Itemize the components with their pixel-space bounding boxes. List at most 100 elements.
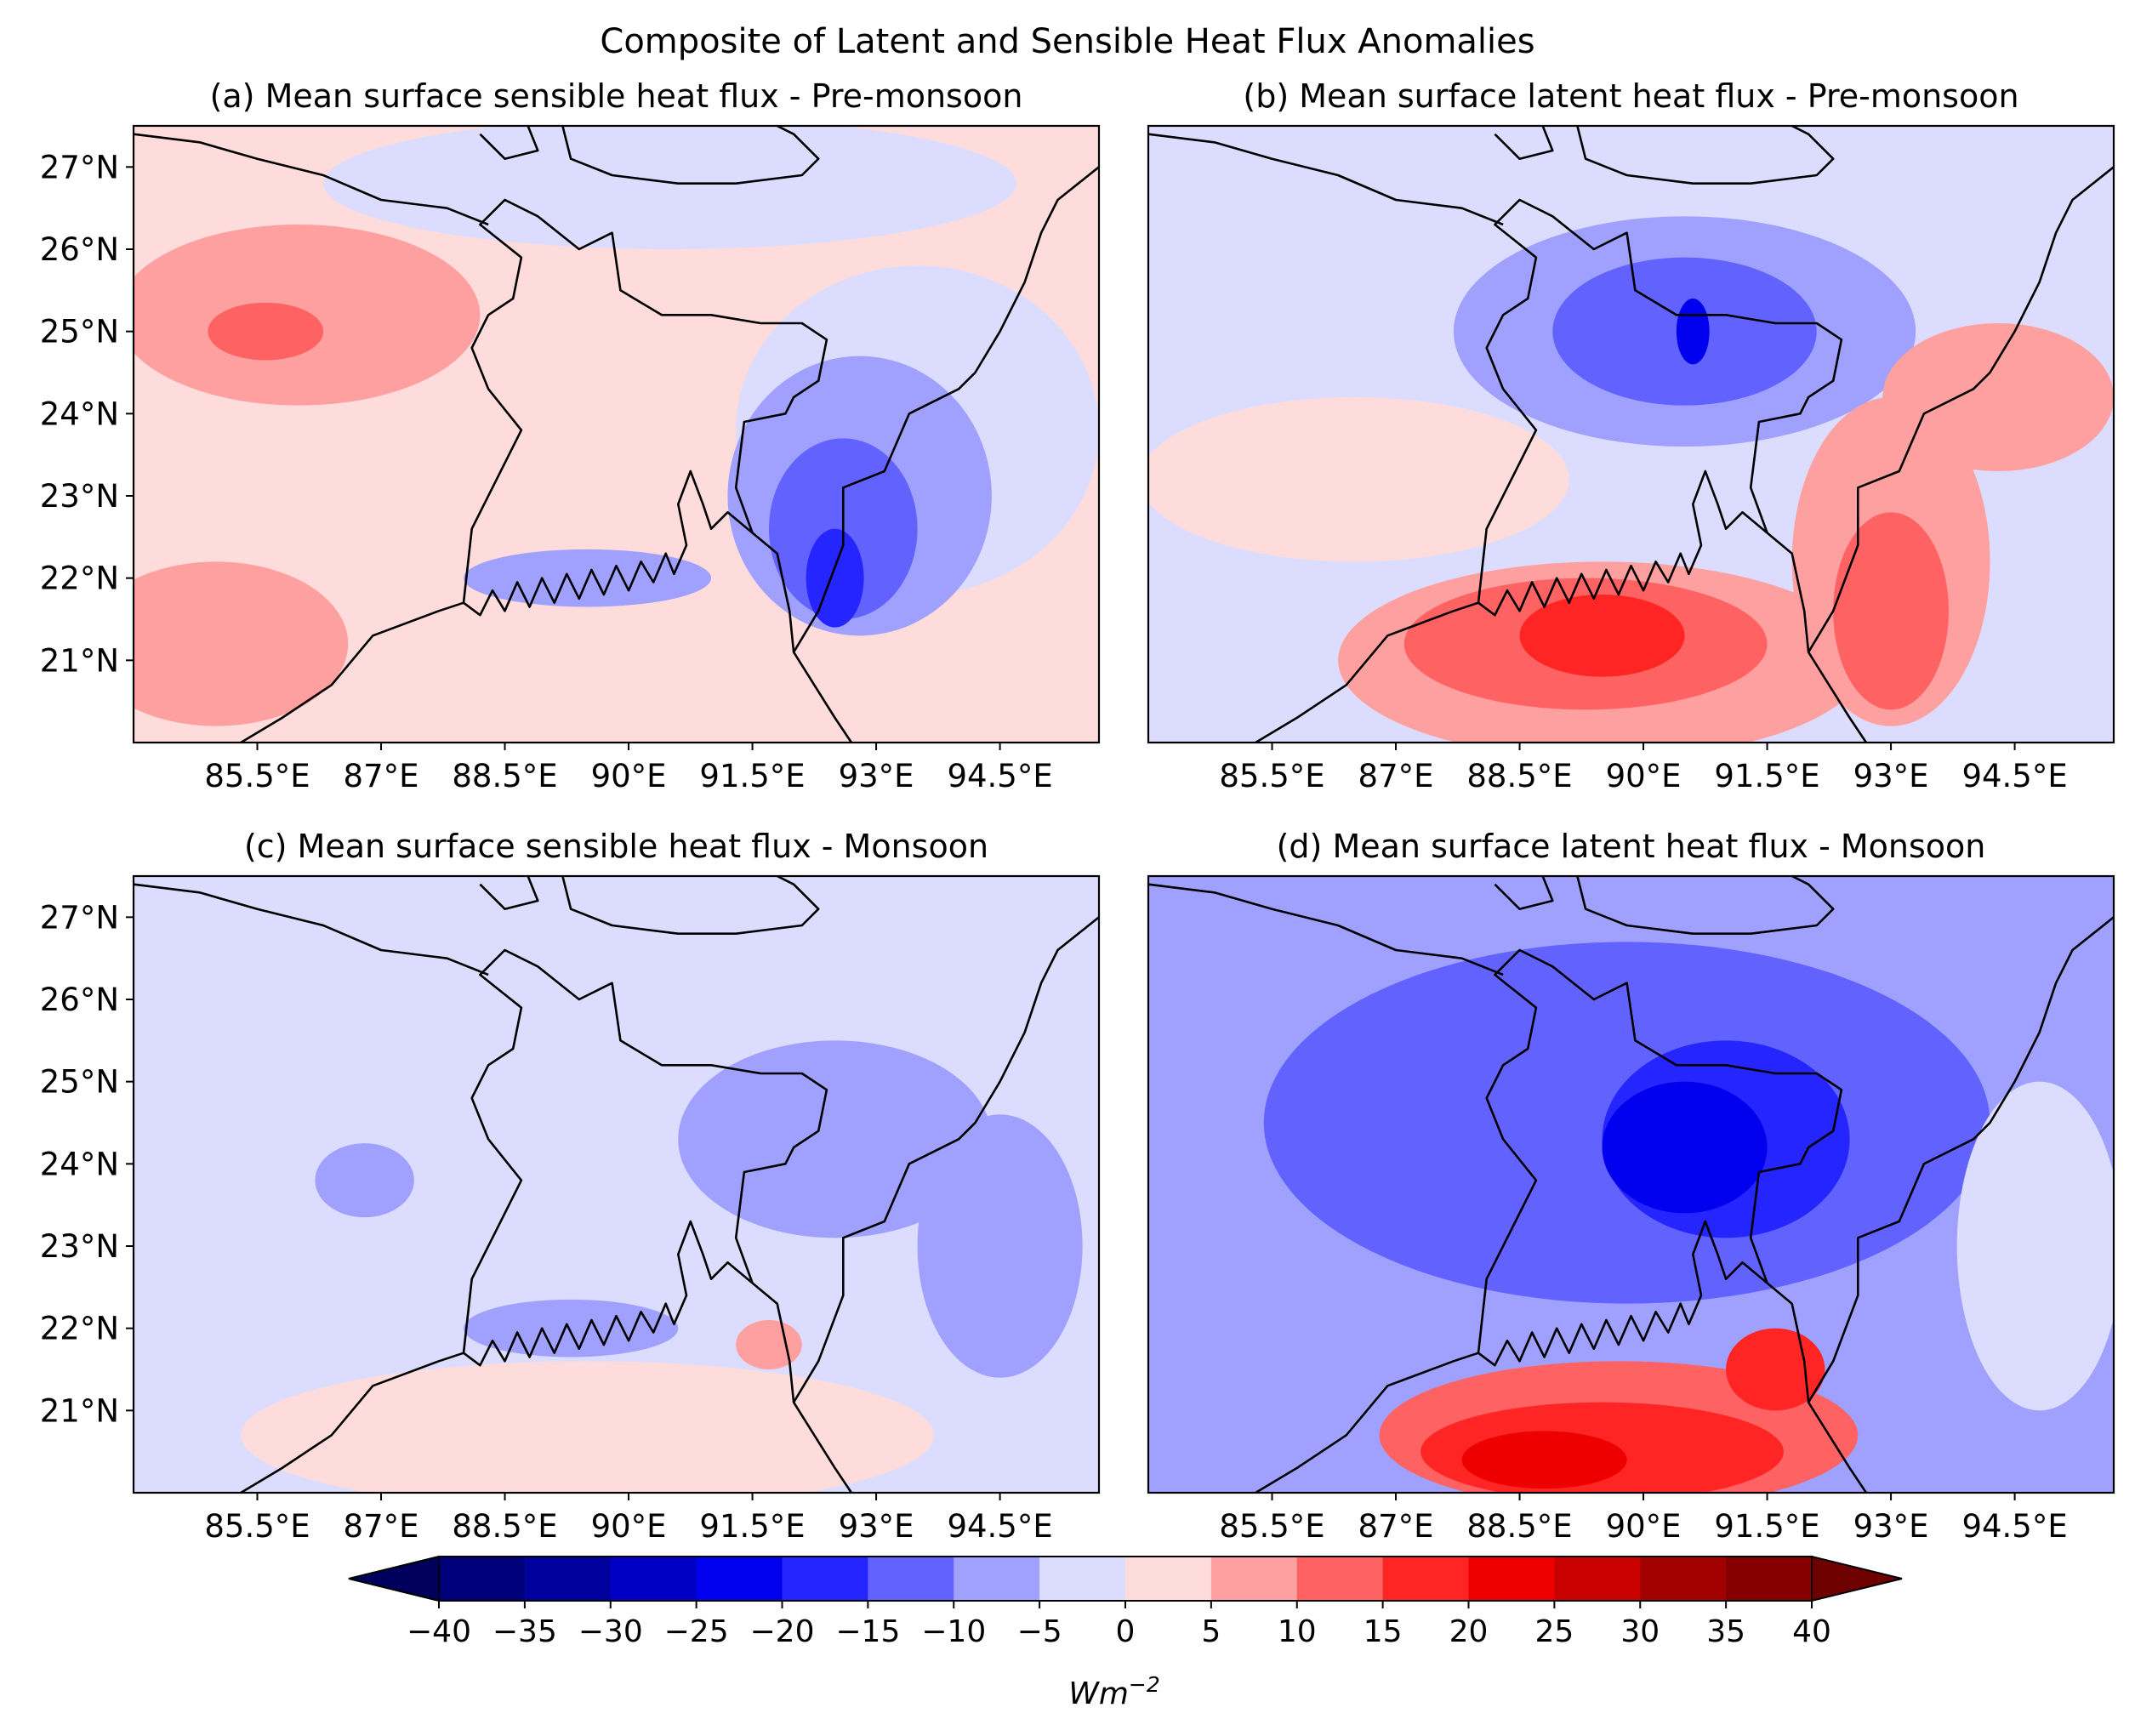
x-tick-label: 93°E — [839, 758, 914, 794]
contour-region — [323, 126, 1016, 249]
colorbar-tick-label: 0 — [1116, 1614, 1136, 1649]
y-tick-label: 26°N — [40, 231, 119, 268]
colorbar-tick-label: −35 — [492, 1614, 557, 1649]
colorbar-swatch — [439, 1557, 526, 1601]
coastline — [1255, 470, 1868, 743]
x-tick-label: 93°E — [839, 1508, 914, 1545]
colorbar: −40 −35 −30 −25 −20 −15 −10 −5 0 5 10 15 20 25 30 35 40 — [348, 1555, 1903, 1649]
y-tick-label: 26°N — [40, 982, 119, 1018]
x-tick-label: 85.5°E — [204, 758, 310, 794]
coastline — [1807, 916, 2114, 1403]
colorbar-tick-label: −15 — [835, 1614, 900, 1649]
coastline — [1478, 876, 1554, 910]
colorbar-swatch — [868, 1557, 954, 1601]
panel-d: (d) Mean surface latent heat flux - Mons… — [1147, 828, 2115, 1545]
colorbar-swatch — [954, 1557, 1040, 1601]
contour-region — [1676, 299, 1710, 365]
coastline — [462, 948, 828, 1353]
colorbar-tick-label: 5 — [1201, 1614, 1221, 1649]
y-tick-label: 21°N — [40, 642, 119, 679]
y-tick-label: 27°N — [40, 899, 119, 936]
x-tick-label: 94.5°E — [947, 758, 1052, 794]
coastline — [1255, 1220, 1868, 1493]
coastline — [792, 166, 1099, 653]
y-tick-label: 27°N — [40, 149, 119, 185]
x-tick-label: 90°E — [1606, 758, 1682, 794]
contour-region — [241, 1361, 934, 1493]
x-tick-label: 90°E — [591, 758, 667, 794]
axes-frame — [1147, 124, 2115, 744]
colorbar-swatch — [1296, 1557, 1384, 1601]
panel-b: (b) Mean surface latent heat flux - Pre-… — [1147, 77, 2115, 794]
colorbar-tick-label: −10 — [921, 1614, 986, 1649]
x-tick-label: 88.5°E — [1466, 758, 1572, 794]
x-tick-label: 88.5°E — [452, 758, 557, 794]
coastline — [240, 1220, 853, 1493]
y-tick-label: 21°N — [40, 1392, 119, 1429]
coastline — [1576, 876, 1835, 935]
contour-region — [1833, 512, 1949, 710]
panel-c: (c) Mean surface sensible heat flux - Mo… — [40, 828, 1101, 1545]
colorbar-tick-label: 25 — [1534, 1614, 1574, 1649]
colorbar-tick-label: 30 — [1620, 1614, 1660, 1649]
y-tick-label: 24°N — [40, 396, 119, 432]
colorbar-tick-label: −25 — [664, 1614, 729, 1649]
coastline — [464, 126, 539, 160]
coastline — [1478, 126, 1554, 160]
contour-region — [1882, 323, 2114, 471]
x-tick-label: 88.5°E — [1466, 1508, 1572, 1545]
coastline — [134, 883, 489, 976]
colorbar-tick-label: 10 — [1278, 1614, 1317, 1649]
contour-region — [464, 1299, 679, 1357]
colorbar-swatch — [696, 1557, 783, 1601]
coastline — [561, 126, 820, 185]
coastline — [561, 876, 820, 935]
coastline — [462, 198, 828, 603]
y-tick-label: 24°N — [40, 1146, 119, 1182]
contour-region — [1726, 1328, 1825, 1411]
x-tick-label: 94.5°E — [1961, 1508, 2067, 1545]
coastline — [1477, 198, 1843, 603]
x-tick-label: 94.5°E — [947, 1508, 1052, 1545]
x-tick-label: 91.5°E — [699, 1508, 805, 1545]
contour-region — [917, 1114, 1083, 1378]
x-tick-label: 87°E — [344, 758, 419, 794]
colorbar-swatch — [610, 1557, 697, 1601]
contour-region — [1148, 397, 1569, 562]
coastline — [134, 133, 489, 226]
x-tick-label: 91.5°E — [699, 758, 805, 794]
coastline — [1576, 126, 1835, 185]
colorbar-swatch — [1554, 1557, 1641, 1601]
contour-region — [678, 1040, 992, 1238]
coastline — [792, 916, 1099, 1403]
x-tick-label: 85.5°E — [1219, 758, 1324, 794]
colorbar-tick-label: −5 — [1017, 1614, 1062, 1649]
contour-region — [806, 528, 864, 628]
colorbar-swatch — [1726, 1557, 1813, 1601]
panel-title: (c) Mean surface sensible heat flux - Mo… — [244, 828, 988, 865]
coastline — [1148, 883, 1504, 976]
coastline — [464, 876, 539, 910]
y-tick-label: 22°N — [40, 561, 119, 597]
x-tick-label: 85.5°E — [204, 1508, 310, 1545]
x-tick-label: 88.5°E — [452, 1508, 557, 1545]
x-tick-label: 91.5°E — [1714, 758, 1819, 794]
panel-title: (a) Mean surface sensible heat flux - Pr… — [210, 77, 1023, 115]
panel-title: (d) Mean surface latent heat flux - Mons… — [1277, 828, 1986, 865]
x-tick-label: 90°E — [1606, 1508, 1682, 1545]
x-tick-label: 90°E — [591, 1508, 667, 1545]
y-tick-label: 25°N — [40, 1064, 119, 1101]
x-tick-label: 87°E — [344, 1508, 419, 1545]
x-tick-label: 87°E — [1358, 758, 1434, 794]
x-tick-label: 93°E — [1853, 1508, 1929, 1545]
colorbar-tick-label: 35 — [1706, 1614, 1745, 1649]
y-tick-label: 25°N — [40, 314, 119, 350]
panel-title: (b) Mean surface latent heat flux - Pre-… — [1243, 77, 2018, 115]
colorbar-unit-label: Wm−2 — [1068, 1672, 1160, 1711]
colorbar-swatch — [1382, 1557, 1470, 1601]
x-tick-label: 85.5°E — [1219, 1508, 1324, 1545]
x-tick-label: 87°E — [1358, 1508, 1434, 1545]
colorbar-tick-label: 15 — [1364, 1614, 1403, 1649]
axes-frame — [132, 874, 1101, 1494]
coastline — [1807, 166, 2114, 653]
